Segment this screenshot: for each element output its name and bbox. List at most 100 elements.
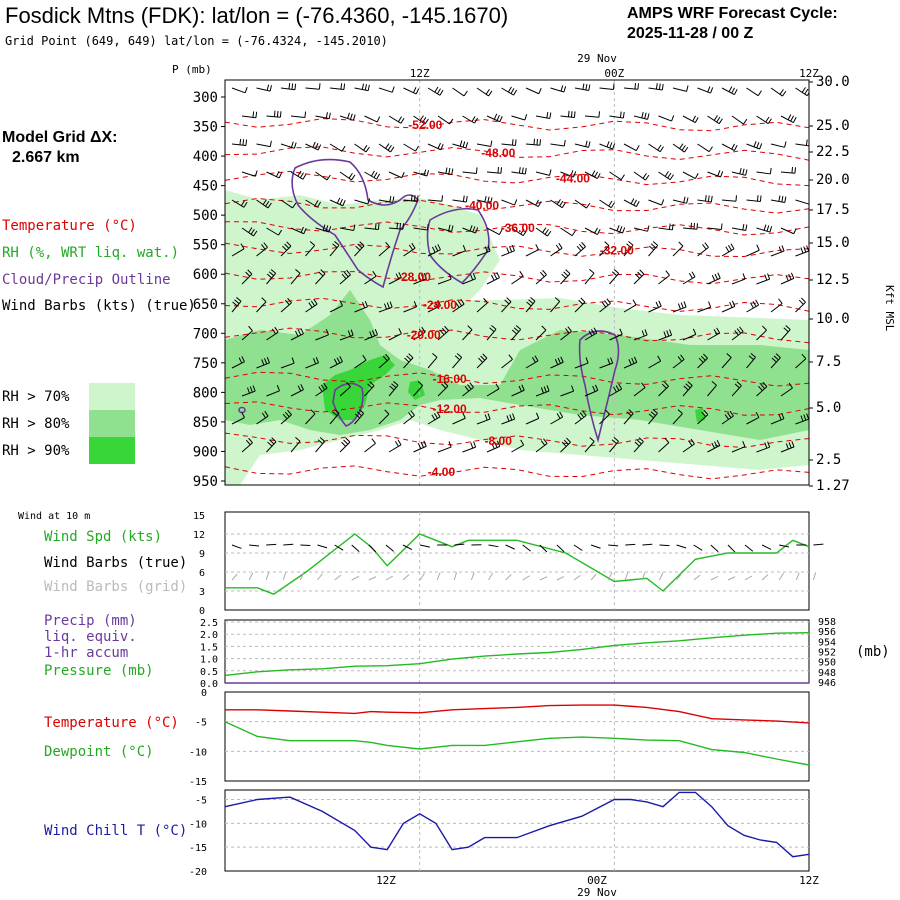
- isotherm-label-2: -44.00: [556, 172, 590, 186]
- wind-barb-168: [315, 269, 326, 285]
- wind-barb-true-17: [522, 544, 531, 552]
- wind-barb-feather: [688, 440, 693, 446]
- wind-barb-staff: [707, 171, 721, 178]
- wind-barb-feather: [724, 414, 729, 420]
- wind-barb-staff: [658, 334, 672, 341]
- wind-barb-165: [241, 269, 253, 285]
- wind-barb-feather: [480, 355, 486, 361]
- wind-barb-staff: [231, 248, 245, 257]
- wind-barb-6: [378, 86, 395, 93]
- wind-barb-staff: [354, 359, 367, 369]
- wind-barb-feather: [274, 326, 279, 333]
- wind-barb-feather: [341, 273, 347, 280]
- wind-barb-feather: [671, 115, 675, 122]
- wind-barb-feather: [692, 115, 696, 122]
- wind-barb-160: [697, 242, 709, 257]
- wind-barb-feather: [766, 225, 770, 232]
- wind-barb-feather: [313, 298, 318, 305]
- wind-barb-249: [574, 357, 589, 369]
- wind-barb-staff: [364, 334, 378, 341]
- wind-barb-feather: [632, 299, 637, 306]
- wind-barb-feather: [686, 197, 689, 204]
- wind-barb-feather: [650, 243, 657, 249]
- wind-barb-83: [535, 169, 552, 176]
- wind-barb-feather: [588, 84, 591, 91]
- wind-barb-feather: [794, 167, 796, 174]
- wind-barb-feather: [261, 359, 265, 366]
- wind-barb-feather: [514, 199, 518, 206]
- wind-barb-staff: [697, 143, 710, 153]
- wind-barb-feather: [657, 355, 662, 362]
- cloud-outline-right: [578, 330, 620, 443]
- wind-barb-feather: [416, 195, 419, 202]
- wind-barb-212: [241, 325, 253, 341]
- wind-barb-185: [731, 273, 746, 285]
- wind-barb-321: [609, 437, 619, 453]
- wind-barb-176: [511, 270, 524, 285]
- wind-barb-feather: [683, 196, 686, 203]
- wind-barb-feather: [570, 111, 573, 118]
- wind-barb-feather: [791, 166, 793, 174]
- wind-barb-120: [290, 226, 307, 235]
- wind-barb-feather: [677, 409, 683, 415]
- wind-barb-staff: [672, 306, 687, 313]
- wind-barb-feather: [309, 241, 315, 246]
- wind-barb-feather: [334, 241, 340, 246]
- wind-barb-feather: [484, 246, 488, 253]
- wind-barb-62: [599, 141, 616, 150]
- wind-barb-feather: [669, 174, 674, 180]
- height-tick-3: 20.0: [816, 172, 850, 188]
- wind-barb-183: [682, 271, 696, 285]
- wind-barb-staff: [329, 305, 343, 313]
- wind-barb-feather: [733, 145, 738, 151]
- wind-barb-322: [633, 437, 644, 453]
- wind-barb-feather: [431, 414, 436, 421]
- wind-barb-staff: [501, 143, 516, 146]
- wind-barb-feather: [245, 139, 248, 146]
- wind-barb-feather: [396, 222, 399, 229]
- bottom-date-label: 29 Nov: [577, 886, 617, 899]
- wind-barb-feather: [720, 223, 723, 230]
- bottom-time-axis: 12Z 00Z 12Z 29 Nov: [376, 874, 819, 899]
- wind-barb-163: [770, 245, 785, 257]
- wind-barb-305: [795, 413, 809, 425]
- wind-barb-feather: [661, 199, 665, 206]
- wind-barb-true-31: [761, 544, 772, 550]
- wind-barb-226: [584, 327, 598, 341]
- wind-barb-feather: [358, 409, 365, 414]
- wind-barb-feather: [729, 301, 733, 308]
- wind-barb-feather: [361, 83, 364, 90]
- wind-barb-222: [486, 325, 497, 341]
- wind-barb-staff: [721, 305, 736, 313]
- wind-barb-grid-14: [470, 572, 475, 581]
- wind-barb-274: [609, 383, 623, 397]
- wind-barb-98: [329, 197, 346, 207]
- wind-barb-staff: [403, 357, 414, 369]
- wind-barb-feather: [413, 301, 417, 307]
- pressure-tick-right-2: 954: [818, 637, 836, 648]
- wind-barb-feather: [267, 202, 272, 209]
- wind-barb-feather: [284, 299, 290, 306]
- wind-barb-feather: [773, 355, 779, 361]
- top-time-tick-1: 00Z: [604, 67, 624, 80]
- legend-rh90-label: RH > 90%: [2, 443, 70, 459]
- wind-barb-staff: [339, 274, 351, 285]
- wind-barb-203: [599, 298, 611, 313]
- wind-barb-staff: [721, 143, 735, 152]
- wind-barb-staff: [648, 143, 661, 153]
- wind-barb-grid-21: [590, 573, 597, 581]
- wind-barb-feather: [647, 225, 650, 232]
- wind-barb-staff: [315, 115, 330, 120]
- wind-barb-feather: [769, 226, 773, 233]
- wind-barb-189: [256, 297, 267, 313]
- isotherm-label-4: -36.00: [501, 221, 535, 235]
- wind-barb-feather: [418, 328, 424, 335]
- wind-barb-301: [697, 409, 709, 425]
- wind-barb-feather: [577, 414, 582, 420]
- wind-barb-feather: [284, 243, 290, 249]
- wind-barb-106: [525, 199, 542, 208]
- temperature-panel-content: 0-5-10-15: [189, 688, 810, 788]
- wind-barb-feather: [641, 111, 644, 119]
- wind-barb-96: [280, 199, 297, 209]
